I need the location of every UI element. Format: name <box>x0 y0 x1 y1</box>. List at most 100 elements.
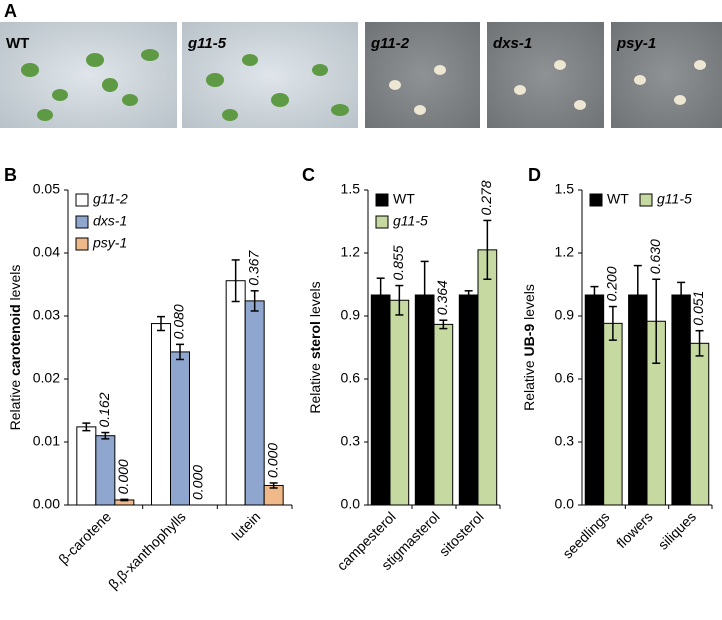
y-tick-label: 0.9 <box>341 307 361 323</box>
y-axis-label-part: Relative <box>307 359 323 413</box>
x-tick-label: β,β-xanthophylls <box>105 508 189 592</box>
y-tick-label: 0.04 <box>33 244 60 260</box>
p-value: 0.000 <box>115 459 131 494</box>
panel-label: D <box>528 165 541 185</box>
legend-label: WT <box>607 191 629 207</box>
bar <box>433 323 454 506</box>
legend-label: dxs-1 <box>93 213 127 229</box>
error-bar <box>590 285 599 305</box>
bar <box>628 294 648 506</box>
y-tick-label: 0.6 <box>555 370 575 386</box>
error-bar <box>464 290 473 300</box>
error-bar <box>231 259 240 303</box>
bar <box>170 351 190 506</box>
y-axis-label-part: carotenoid <box>7 304 23 376</box>
y-tick-label: 1.5 <box>341 181 361 197</box>
y-tick-label: 0.0 <box>341 496 361 512</box>
x-tick-label: lutein <box>228 508 263 543</box>
legend-swatch <box>375 193 389 207</box>
bar <box>389 299 410 506</box>
legend-swatch <box>75 237 89 251</box>
error-bar <box>695 329 704 357</box>
seedlings <box>21 49 349 121</box>
error-bar <box>608 305 617 341</box>
error-bar <box>176 343 184 361</box>
y-tick-label: 1.2 <box>555 244 575 260</box>
y-tick-label: 0.9 <box>555 307 575 323</box>
bar <box>244 300 265 506</box>
bar <box>671 294 691 506</box>
error-bar <box>439 319 448 330</box>
y-axis-label-part: Relative <box>7 376 23 430</box>
bar <box>370 294 391 506</box>
photo-label: dxs-1 <box>493 35 532 52</box>
error-bar <box>157 315 165 332</box>
x-tick-label: sitosterol <box>436 508 487 559</box>
y-tick-label: 0.00 <box>33 496 60 512</box>
p-value: 0.367 <box>245 250 261 286</box>
legend-label: g11-2 <box>93 191 128 207</box>
y-axis-label-part: levels <box>7 265 23 305</box>
p-value: 0.162 <box>96 392 112 427</box>
p-value: 0.200 <box>604 266 620 301</box>
y-axis-label-part: Relative <box>521 356 537 410</box>
bar <box>477 249 498 506</box>
y-axis-label: Relative carotenoid levels <box>7 265 23 431</box>
legend-swatch <box>75 193 89 207</box>
x-tick-label: seedlings <box>559 508 612 561</box>
bar <box>76 426 97 506</box>
legend-label: g11-5 <box>657 191 692 207</box>
panel-label: B <box>4 165 17 185</box>
y-axis-label-part: levels <box>307 281 323 321</box>
y-axis-label-part: sterol <box>307 321 323 359</box>
error-bar <box>120 498 129 502</box>
y-tick-label: 0.6 <box>341 370 361 386</box>
error-bar <box>395 284 404 316</box>
y-tick-label: 0.02 <box>33 370 60 386</box>
x-tick-label: siliques <box>655 508 699 552</box>
p-value: 0.000 <box>190 465 206 500</box>
bar <box>603 322 623 506</box>
p-value: 0.000 <box>264 443 280 478</box>
p-value: 0.855 <box>390 245 406 280</box>
y-tick-label: 0.03 <box>33 307 60 323</box>
bar <box>151 323 171 506</box>
bar <box>95 435 116 506</box>
y-tick-label: 0.0 <box>555 496 575 512</box>
x-tick-label: flowers <box>613 508 656 551</box>
legend-label: psy-1 <box>92 235 127 251</box>
y-axis-label: Relative sterol levels <box>307 281 323 413</box>
photo <box>611 22 722 128</box>
y-tick-label: 0.3 <box>555 433 575 449</box>
legend-label: g11-5 <box>393 213 428 229</box>
p-value: 0.630 <box>647 239 663 274</box>
panel-label: A <box>4 1 17 21</box>
y-tick-label: 0.3 <box>341 433 361 449</box>
photo-label: g11-5 <box>187 35 227 52</box>
error-bar <box>483 219 492 280</box>
y-axis-label-part: UB-9 <box>521 324 537 357</box>
photo-label: psy-1 <box>616 35 656 52</box>
error-bar <box>633 264 642 326</box>
photo-label: WT <box>6 35 29 52</box>
p-value: 0.278 <box>478 180 494 215</box>
y-axis-label: Relative UB-9 levels <box>521 284 537 411</box>
p-value: 0.051 <box>690 291 706 326</box>
p-value: 0.364 <box>434 280 450 315</box>
error-bar <box>269 482 278 489</box>
photo-backgrounds <box>0 22 722 128</box>
p-value: 0.080 <box>171 304 187 339</box>
y-axis-label-part: levels <box>521 284 537 324</box>
error-bar <box>101 431 110 440</box>
error-bar <box>677 281 686 309</box>
error-bar <box>420 260 429 330</box>
error-bar <box>82 422 91 432</box>
legend-label: WT <box>393 191 415 207</box>
error-bar <box>250 290 259 312</box>
bar <box>225 280 246 506</box>
y-tick-label: 0.05 <box>33 181 60 197</box>
panel-label: C <box>302 165 315 185</box>
bar <box>584 294 605 506</box>
x-tick-label: β-carotene <box>55 508 114 567</box>
